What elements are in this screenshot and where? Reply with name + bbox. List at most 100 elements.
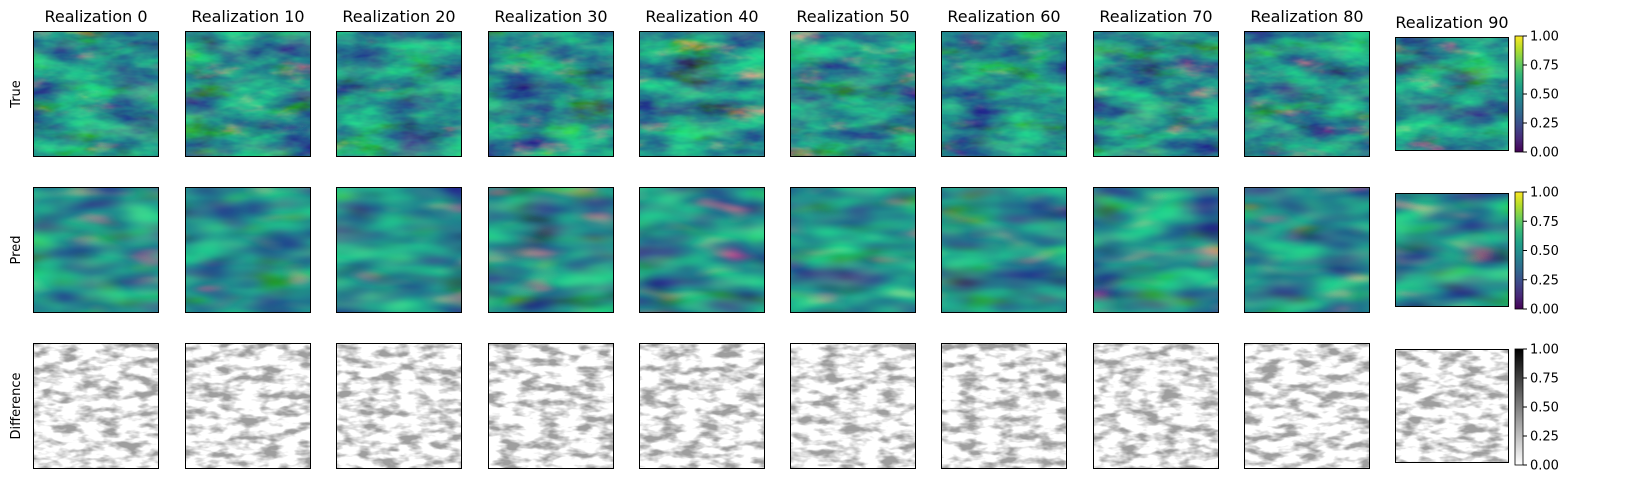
- heatmap-panel: [488, 31, 614, 157]
- panel-frame: [33, 343, 159, 469]
- column-title: Realization 50: [796, 7, 909, 26]
- heatmap-image: [336, 343, 462, 469]
- panel-frame: [1093, 31, 1219, 157]
- heatmap-image: [1244, 187, 1370, 313]
- heatmap-image: [1093, 343, 1219, 469]
- heatmap-panel: [639, 31, 765, 157]
- heatmap-panel: [336, 31, 462, 157]
- colorbar-gradient: [1514, 35, 1524, 153]
- heatmap-panel: [1244, 187, 1370, 313]
- column-title: Realization 30: [494, 7, 607, 26]
- panel-frame: [33, 187, 159, 313]
- panel-frame: [185, 343, 311, 469]
- heatmap-image: [1395, 37, 1509, 151]
- panel-frame: [1244, 31, 1370, 157]
- column-titles: Realization 0 Realization 10 Realization 2…: [44, 7, 1508, 32]
- column-title: Realization 80: [1250, 7, 1363, 26]
- heatmap-image: [488, 343, 614, 469]
- heatmap-image: [941, 31, 1067, 157]
- panel-frame: [1395, 37, 1509, 151]
- colorbar-tick-label: 0.50: [1530, 401, 1559, 416]
- column-title: Realization 40: [645, 7, 758, 26]
- panel-frame: [790, 343, 916, 469]
- heatmap-panel: [1093, 187, 1219, 313]
- panel-frame: [336, 343, 462, 469]
- heatmap-panel: [941, 343, 1067, 469]
- colorbar-tick-label: 0.75: [1530, 215, 1559, 230]
- colorbar-tick-label: 0.00: [1530, 459, 1559, 474]
- panel-frame: [1093, 187, 1219, 313]
- heatmap-image: [1093, 187, 1219, 313]
- panel-frame: [639, 343, 765, 469]
- heatmap-panel: [185, 343, 311, 469]
- row-label: True: [9, 80, 24, 109]
- heatmap-image: [790, 187, 916, 313]
- heatmap-panel: [790, 343, 916, 469]
- panel-frame: [336, 187, 462, 313]
- heatmap-panel: [639, 343, 765, 469]
- panel-frame: [185, 31, 311, 157]
- heatmap-panel: [1244, 343, 1370, 469]
- heatmap-image: [941, 187, 1067, 313]
- column-title: Realization 10: [191, 7, 304, 26]
- heatmap-image: [185, 187, 311, 313]
- heatmap-image: [336, 187, 462, 313]
- panel-frame: [488, 187, 614, 313]
- heatmap-panel: [1395, 37, 1509, 151]
- row-label: Pred: [9, 236, 24, 265]
- panel-frame: [941, 343, 1067, 469]
- heatmap-image: [1244, 343, 1370, 469]
- heatmap-image: [33, 343, 159, 469]
- heatmap-image: [488, 187, 614, 313]
- heatmap-image: [185, 343, 311, 469]
- panel-frame: [1395, 349, 1509, 463]
- colorbar-gradient: [1514, 348, 1524, 466]
- heatmap-panel: [185, 187, 311, 313]
- colorbar-tick-label: 0.00: [1530, 146, 1559, 161]
- heatmap-image: [639, 343, 765, 469]
- panel-frame: [1244, 343, 1370, 469]
- colorbar-gradient: [1514, 191, 1524, 310]
- colorbar-tick-label: 1.00: [1530, 186, 1559, 201]
- panel-frame: [1093, 343, 1219, 469]
- row-labels: True Pred Difference: [9, 80, 24, 439]
- heatmap-panel: [1244, 31, 1370, 157]
- heatmap-panel: [1395, 193, 1509, 307]
- heatmap-panel: [33, 343, 159, 469]
- panel-frame: [336, 31, 462, 157]
- colorbar-tick-label: 1.00: [1530, 343, 1559, 358]
- heatmap-panel: [790, 187, 916, 313]
- panel-frame: [941, 31, 1067, 157]
- heatmap-image: [488, 31, 614, 157]
- heatmap-panel: [941, 31, 1067, 157]
- heatmap-image: [185, 31, 311, 157]
- panel-frame: [639, 187, 765, 313]
- colorbar-tick-label: 0.25: [1530, 273, 1559, 288]
- panel-frame: [488, 31, 614, 157]
- heatmap-image: [33, 187, 159, 313]
- heatmap-image: [1244, 31, 1370, 157]
- column-title: Realization 60: [947, 7, 1060, 26]
- colorbar-tick-label: 0.75: [1530, 372, 1559, 387]
- heatmap-panel: [1395, 349, 1509, 463]
- panel-frame: [790, 187, 916, 313]
- row-label: Difference: [9, 372, 24, 439]
- heatmap-panel: [336, 343, 462, 469]
- panels: [33, 31, 1509, 469]
- heatmap-panel: [33, 31, 159, 157]
- heatmap-panel: [336, 187, 462, 313]
- heatmap-image: [1093, 31, 1219, 157]
- heatmap-image: [1395, 349, 1509, 463]
- colorbar-tick-label: 0.00: [1530, 303, 1559, 318]
- panel-frame: [1395, 193, 1509, 307]
- panel-frame: [185, 187, 311, 313]
- column-title: Realization 70: [1099, 7, 1212, 26]
- heatmap-image: [336, 31, 462, 157]
- colorbar-tick-label: 0.50: [1530, 88, 1559, 103]
- heatmap-image: [790, 31, 916, 157]
- colorbar-tick-label: 1.00: [1530, 30, 1559, 45]
- colorbar-tick-label: 0.25: [1530, 430, 1559, 445]
- column-title: Realization 0: [44, 7, 147, 26]
- heatmap-image: [33, 31, 159, 157]
